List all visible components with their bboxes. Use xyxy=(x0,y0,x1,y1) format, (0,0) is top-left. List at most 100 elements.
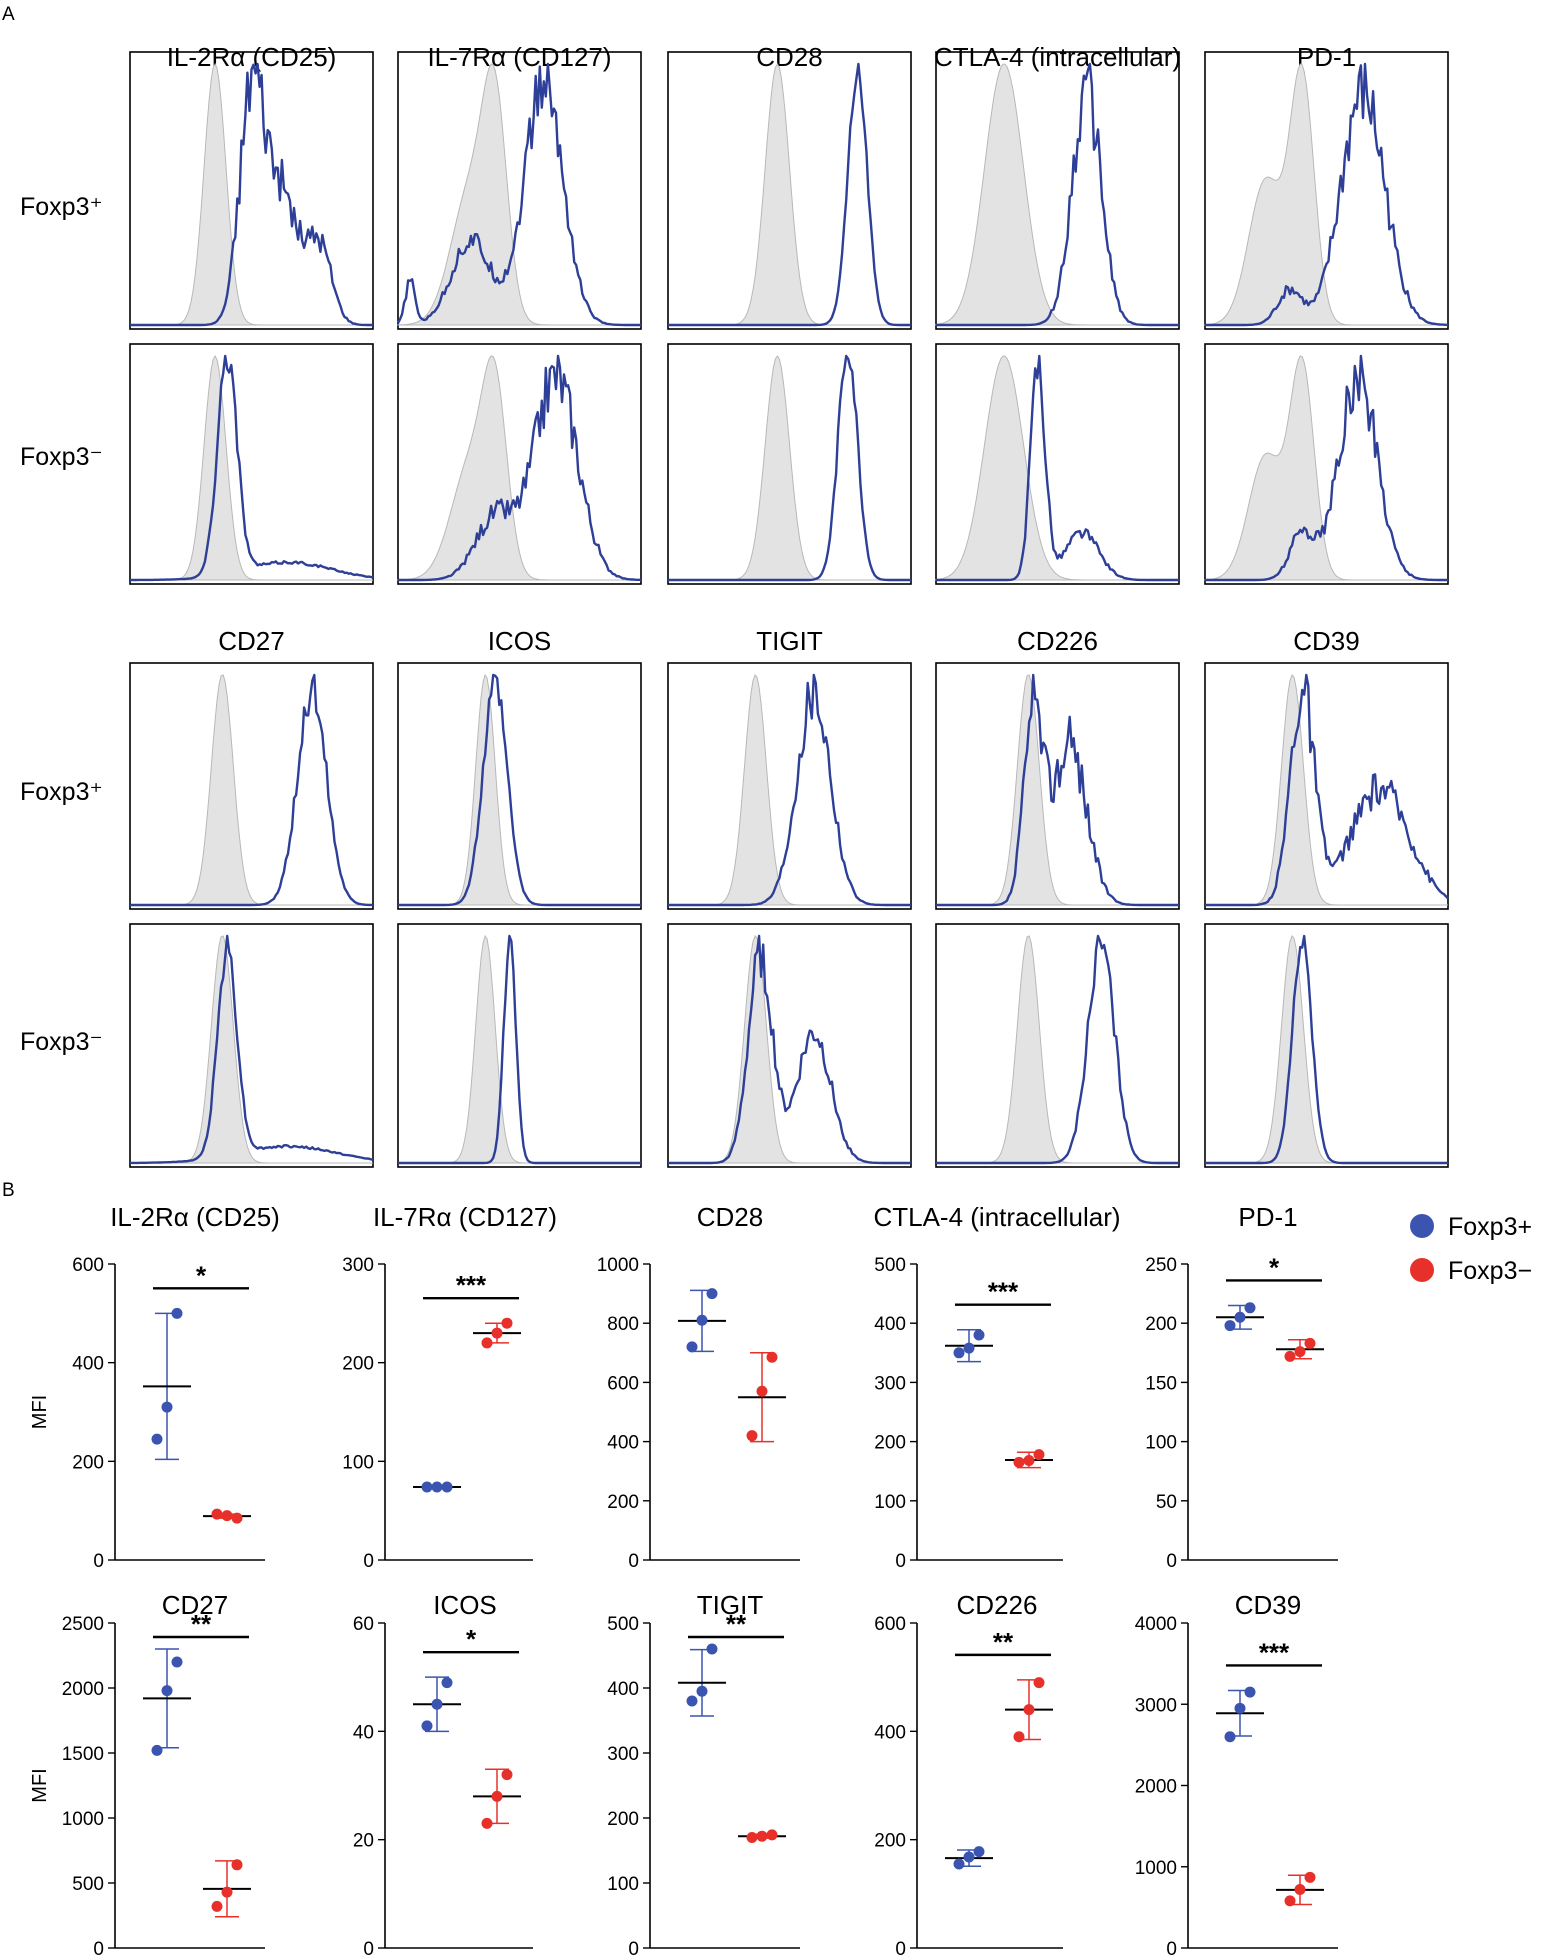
scatter-cd39: CD39 0 1000 2000 3000 4000 *** xyxy=(1135,1590,1338,1959)
group-pos xyxy=(678,1643,726,1717)
data-point-pos xyxy=(973,1846,985,1858)
significance-label: *** xyxy=(1259,1637,1290,1667)
panel-label-b: B xyxy=(2,1180,15,1201)
data-point-pos xyxy=(706,1643,718,1655)
hist-title-icos: ICOS xyxy=(488,626,552,656)
data-point-neg xyxy=(1033,1449,1045,1461)
y-tick-label: 40 xyxy=(353,1722,374,1743)
legend-label-foxp3-neg: Foxp3− xyxy=(1448,1257,1532,1285)
hist-title-cd28: CD28 xyxy=(756,42,822,72)
hist-title-tigit: TIGIT xyxy=(756,626,823,656)
scatter-tigit: TIGIT 0 100 200 300 400 500 ** xyxy=(607,1590,800,1959)
data-point-pos xyxy=(441,1677,453,1689)
group-pos xyxy=(1216,1302,1264,1332)
group-neg xyxy=(738,1351,786,1443)
data-point-neg xyxy=(1304,1337,1316,1349)
histogram-frame xyxy=(1204,923,1449,1168)
histogram-frame xyxy=(397,51,642,330)
data-point-pos xyxy=(431,1481,443,1493)
histogram-cd226-pos xyxy=(935,662,1180,910)
data-point-pos xyxy=(686,1695,698,1707)
data-point-neg xyxy=(231,1859,243,1871)
scatter-title: ICOS xyxy=(433,1590,497,1620)
histogram-cd28-pos xyxy=(667,51,912,330)
y-tick-label: 100 xyxy=(342,1452,374,1473)
histogram-frame xyxy=(667,51,912,330)
hist-title-cd39: CD39 xyxy=(1293,626,1359,656)
data-point-pos xyxy=(1244,1686,1256,1698)
stained-histogram-pos xyxy=(936,62,1179,327)
data-point-neg xyxy=(746,1832,758,1843)
histogram-frame xyxy=(129,343,374,585)
y-tick-label: 400 xyxy=(607,1679,639,1700)
histogram-pd-1-neg xyxy=(1204,343,1449,585)
y-tick-label: 0 xyxy=(93,1939,104,1959)
scatter-title: TIGIT xyxy=(697,1590,764,1620)
scatter-ctla-4-intracellular: CTLA-4 (intracellular) 0 100 200 300 400 500 **… xyxy=(873,1202,1120,1572)
histogram-pd-1-pos xyxy=(1204,51,1449,330)
y-tick-label: 250 xyxy=(1145,1255,1177,1276)
y-tick-label: 1500 xyxy=(62,1744,104,1765)
scatter-title: CD27 xyxy=(162,1590,228,1620)
y-tick-label: 200 xyxy=(72,1452,104,1473)
histogram-frame xyxy=(1204,51,1449,330)
y-tick-label: 200 xyxy=(342,1354,374,1375)
isotype-histogram xyxy=(935,355,1179,581)
histogram-frame xyxy=(667,923,912,1168)
y-tick-label: 800 xyxy=(607,1314,639,1335)
data-point-pos xyxy=(953,1858,965,1870)
isotype-histogram xyxy=(1204,63,1448,326)
stained-histogram-pos xyxy=(396,62,641,327)
hist-title-cd226: CD226 xyxy=(1017,626,1098,656)
y-axis-label: MFI xyxy=(29,1768,51,1802)
data-point-neg xyxy=(491,1790,503,1802)
data-point-neg xyxy=(1294,1884,1306,1895)
histogram-icos-pos xyxy=(397,662,642,910)
group-neg xyxy=(203,1859,251,1918)
y-tick-label: 200 xyxy=(874,1433,906,1454)
histogram-il-2r-cd25-pos xyxy=(129,51,374,330)
histogram-cd39-pos xyxy=(1204,662,1449,910)
histogram-il-7r-cd127-pos xyxy=(396,51,642,330)
legend-marker-foxp3-pos xyxy=(1410,1214,1434,1238)
stained-histogram-neg xyxy=(130,934,374,1165)
scatter-pd-1: PD-1 0 50 100 150 200 250 * xyxy=(1145,1202,1338,1572)
histogram-frame xyxy=(935,923,1180,1168)
data-point-neg xyxy=(211,1900,223,1912)
isotype-histogram xyxy=(1205,935,1448,1164)
scatter-title: CD28 xyxy=(697,1202,763,1232)
stained-histogram-pos xyxy=(1205,673,1449,907)
significance-label: *** xyxy=(456,1270,487,1300)
y-tick-label: 500 xyxy=(874,1255,906,1276)
histogram-frame xyxy=(397,662,642,910)
significance-label: * xyxy=(196,1260,207,1290)
data-point-pos xyxy=(151,1433,163,1445)
stained-histogram-neg xyxy=(668,354,911,582)
histogram-icos-neg xyxy=(397,923,642,1168)
scatter-il-2r-cd25: IL-2Rα (CD25) 0 200 400 600 MFI * xyxy=(29,1202,280,1572)
y-tick-label: 500 xyxy=(607,1614,639,1635)
y-tick-label: 400 xyxy=(607,1433,639,1454)
histogram-frame xyxy=(935,662,1180,910)
histogram-frame xyxy=(935,51,1180,330)
data-point-pos xyxy=(696,1314,708,1326)
data-point-pos xyxy=(973,1329,985,1341)
data-point-neg xyxy=(501,1769,513,1781)
y-tick-label: 300 xyxy=(607,1744,639,1765)
data-point-neg xyxy=(1284,1895,1296,1907)
group-pos xyxy=(143,1648,191,1756)
scatter-title: CD226 xyxy=(957,1590,1038,1620)
y-tick-label: 0 xyxy=(93,1551,104,1572)
y-tick-label: 100 xyxy=(607,1874,639,1895)
scatter-title: CD39 xyxy=(1235,1590,1301,1620)
data-point-neg xyxy=(756,1385,768,1397)
isotype-histogram xyxy=(397,63,641,326)
data-point-pos xyxy=(171,1656,183,1668)
data-point-neg xyxy=(1304,1871,1316,1883)
data-point-pos xyxy=(171,1307,183,1319)
legend-marker-foxp3-neg xyxy=(1410,1258,1434,1282)
isotype-histogram xyxy=(935,63,1179,326)
significance-label: * xyxy=(466,1624,477,1654)
isotype-histogram xyxy=(1204,355,1448,581)
histogram-ctla-4-intracellular-neg xyxy=(935,343,1180,585)
